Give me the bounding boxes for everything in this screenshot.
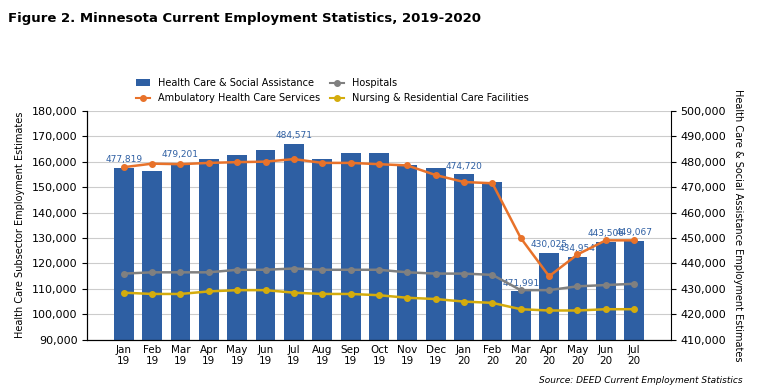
Bar bbox=[312, 159, 332, 389]
Bar bbox=[199, 159, 219, 389]
Text: Source: DEED Current Employment Statistics: Source: DEED Current Employment Statisti… bbox=[539, 376, 743, 385]
Legend: Health Care & Social Assistance, Ambulatory Health Care Services, Hospitals, Nur: Health Care & Social Assistance, Ambulat… bbox=[132, 74, 533, 107]
Bar bbox=[397, 165, 417, 389]
Text: 434,954: 434,954 bbox=[559, 244, 596, 253]
Bar bbox=[255, 150, 275, 389]
Bar bbox=[596, 242, 615, 389]
Text: 471,991: 471,991 bbox=[502, 279, 539, 287]
Bar bbox=[426, 168, 446, 389]
Y-axis label: Health Care & Social Assistance Employment Estimates: Health Care & Social Assistance Employme… bbox=[733, 89, 743, 361]
Bar bbox=[284, 144, 304, 389]
Bar bbox=[171, 163, 190, 389]
Bar bbox=[369, 153, 389, 389]
Bar bbox=[114, 168, 133, 389]
Text: 477,819: 477,819 bbox=[105, 155, 143, 164]
Y-axis label: Health Care Subsector Employment Estimates: Health Care Subsector Employment Estimat… bbox=[15, 112, 25, 338]
Bar bbox=[511, 291, 531, 389]
Bar bbox=[568, 257, 587, 389]
Text: 474,720: 474,720 bbox=[446, 161, 482, 170]
Text: 484,571: 484,571 bbox=[275, 131, 312, 140]
Bar bbox=[454, 174, 474, 389]
Bar bbox=[625, 240, 644, 389]
Bar bbox=[340, 153, 361, 389]
Text: 443,506: 443,506 bbox=[587, 229, 625, 238]
Text: 479,201: 479,201 bbox=[162, 150, 199, 159]
Bar bbox=[539, 253, 559, 389]
Bar bbox=[482, 182, 503, 389]
Text: Figure 2. Minnesota Current Employment Statistics, 2019-2020: Figure 2. Minnesota Current Employment S… bbox=[8, 12, 481, 25]
Bar bbox=[143, 170, 162, 389]
Bar bbox=[227, 155, 247, 389]
Text: 430,025: 430,025 bbox=[531, 240, 568, 249]
Text: 449,067: 449,067 bbox=[615, 228, 653, 237]
